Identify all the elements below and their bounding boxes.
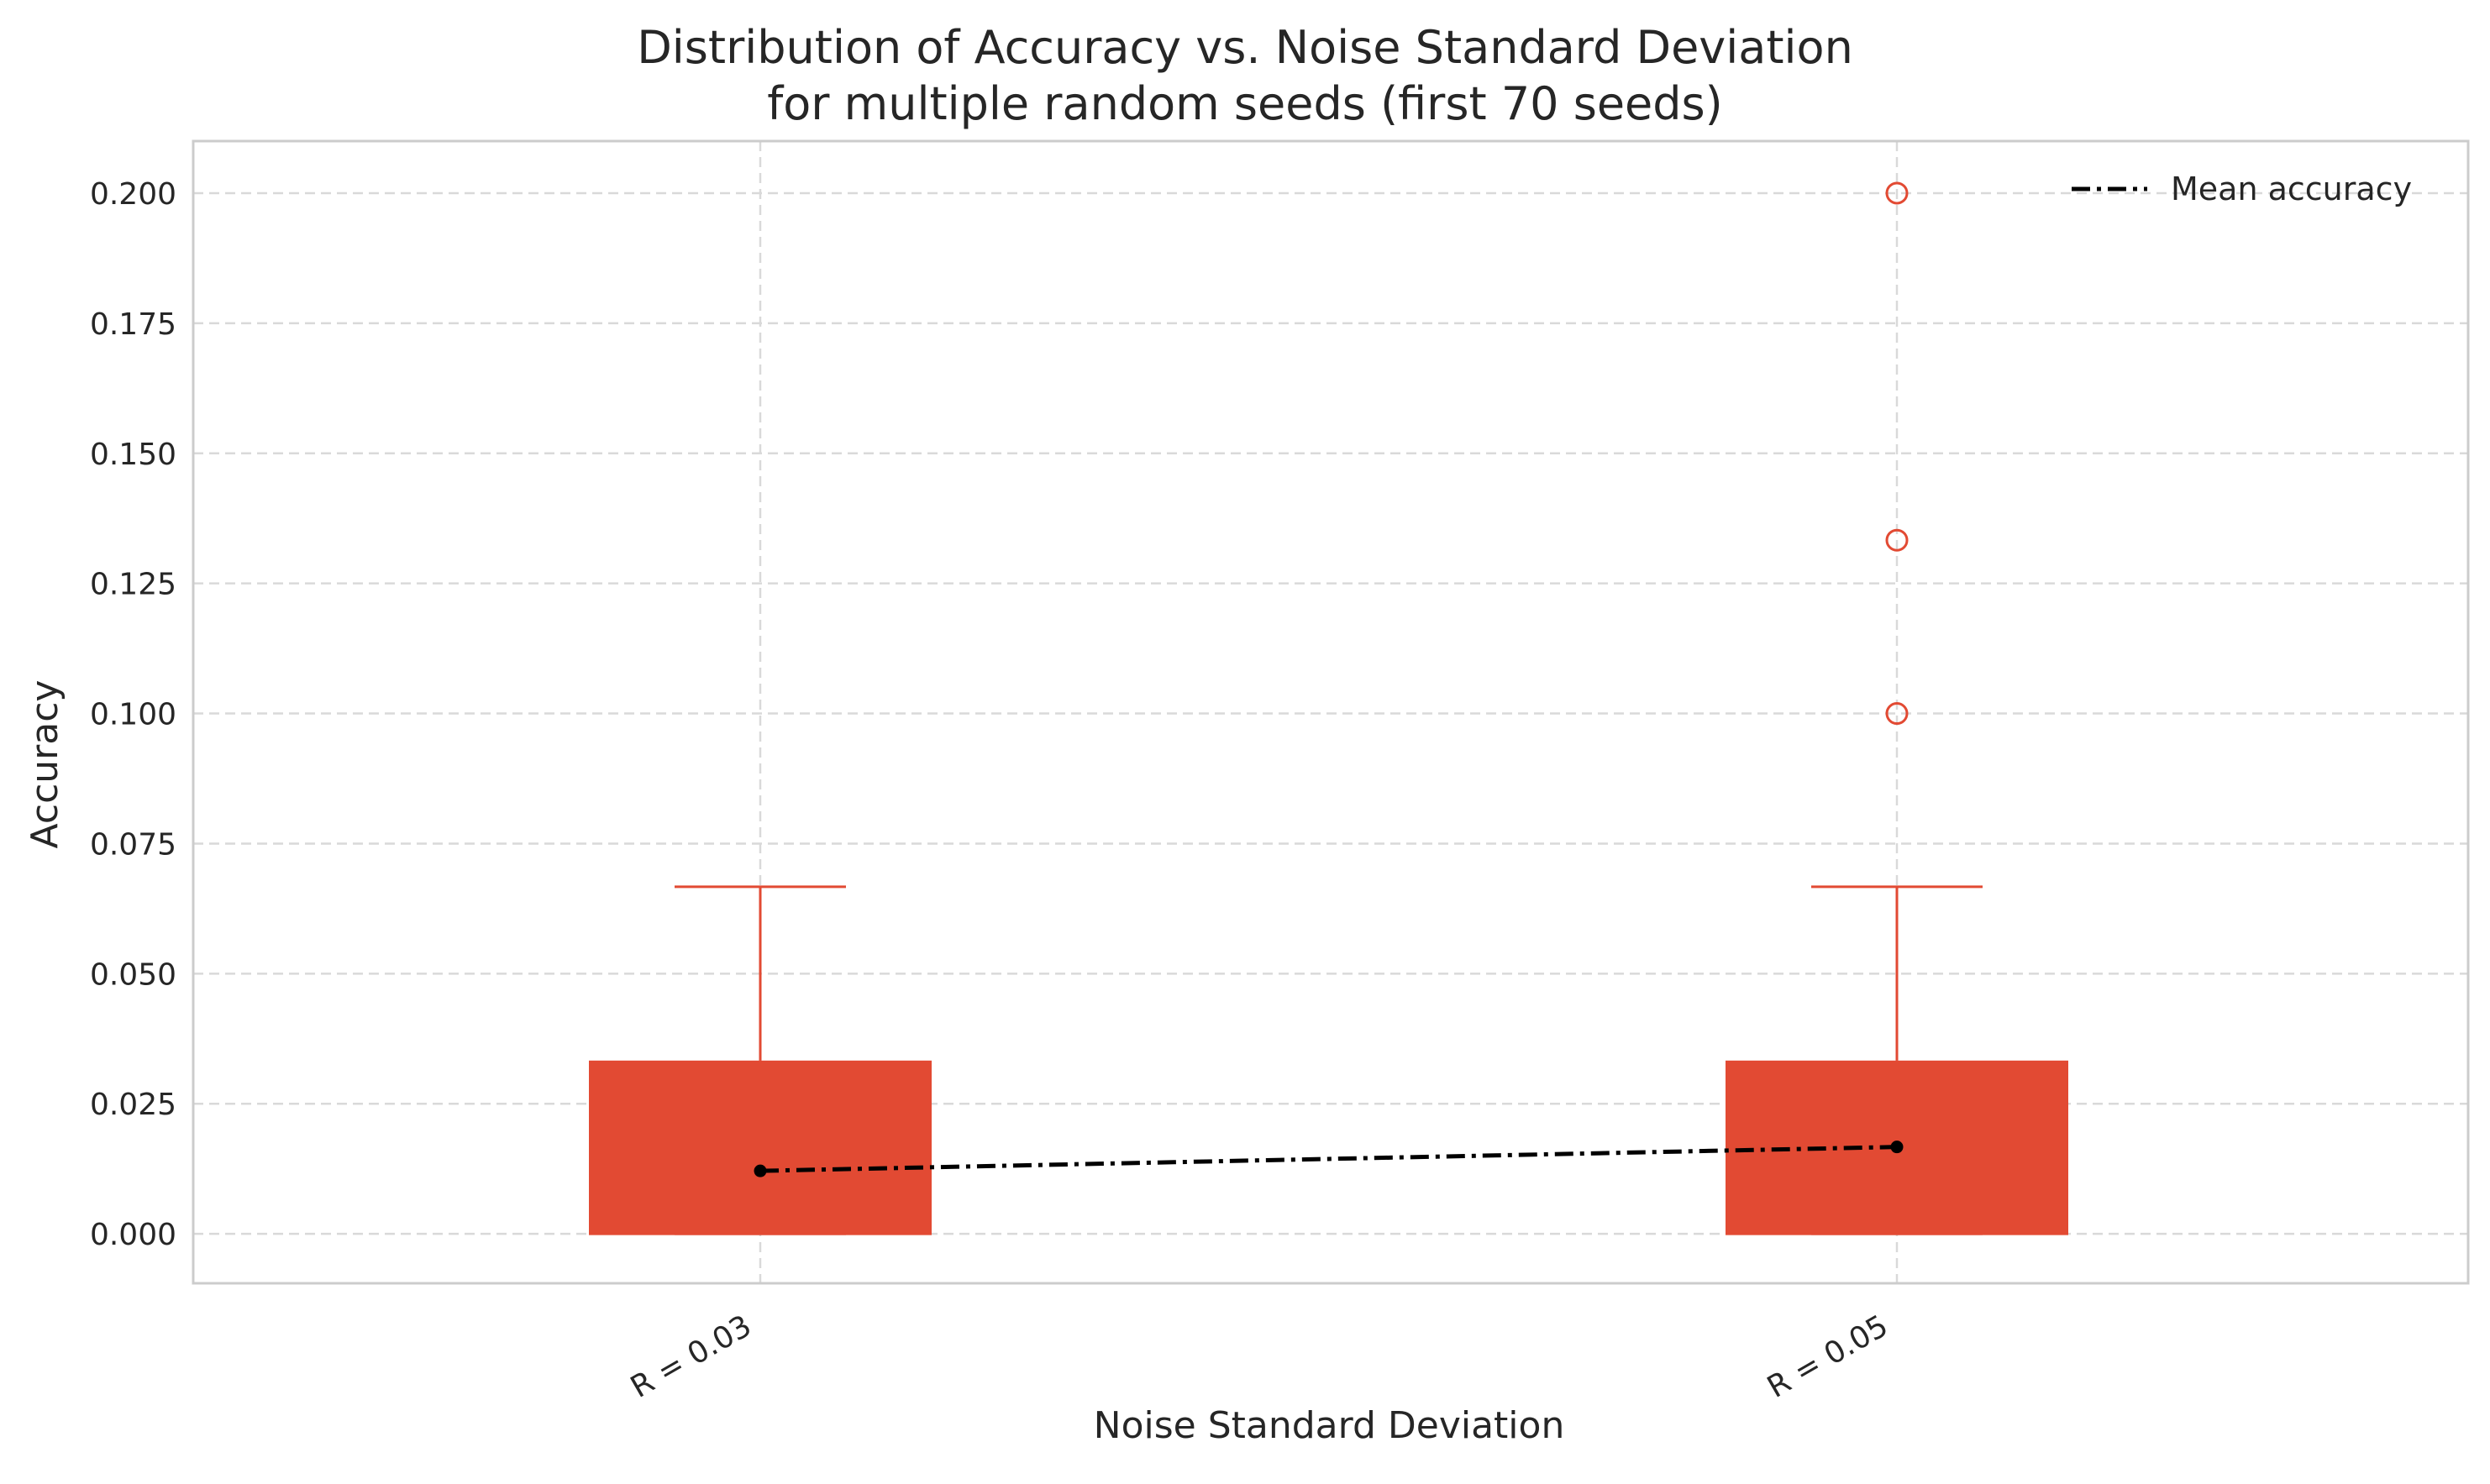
x-axis-ticks: R = 0.03 R = 0.05	[625, 1308, 1894, 1405]
y-tick-label: 0.050	[90, 957, 176, 992]
mean-line	[759, 1145, 1898, 1173]
y-tick-label: 0.150	[90, 438, 176, 472]
mean-accuracy-series	[754, 1141, 1904, 1177]
chart-title-line-1: Distribution of Accuracy vs. Noise Stand…	[637, 21, 1853, 74]
outlier-point	[1885, 528, 1909, 552]
chart-title-line-2: for multiple random seeds (first 70 seed…	[767, 77, 1723, 130]
x-tick-label: R = 0.05	[1762, 1308, 1894, 1405]
y-tick-label: 0.000	[90, 1218, 176, 1252]
y-axis-ticks: 0.000 0.025 0.050 0.075 0.100 0.125 0.150 0.175…	[90, 177, 176, 1252]
outlier-point	[1885, 702, 1909, 726]
plot-area-frame	[192, 139, 2470, 1285]
mean-point	[754, 1164, 767, 1177]
legend: Mean accuracy	[2072, 170, 2412, 207]
y-tick-label: 0.100	[90, 698, 176, 732]
grid-lines	[193, 141, 2468, 1283]
y-tick-label: 0.200	[90, 177, 176, 212]
y-axis-label: Accuracy	[24, 680, 66, 849]
x-tick-label: R = 0.03	[625, 1308, 758, 1405]
box-1	[589, 1060, 932, 1235]
box-elements	[589, 181, 2068, 1235]
y-tick-label: 0.075	[90, 827, 176, 862]
mean-point	[1890, 1141, 1904, 1154]
y-tick-label: 0.125	[90, 568, 176, 602]
y-tick-label: 0.025	[90, 1088, 176, 1122]
y-tick-label: 0.175	[90, 307, 176, 342]
outlier-point	[1885, 181, 1909, 205]
x-axis-label: Noise Standard Deviation	[1094, 1404, 1565, 1447]
legend-label: Mean accuracy	[2171, 170, 2412, 207]
